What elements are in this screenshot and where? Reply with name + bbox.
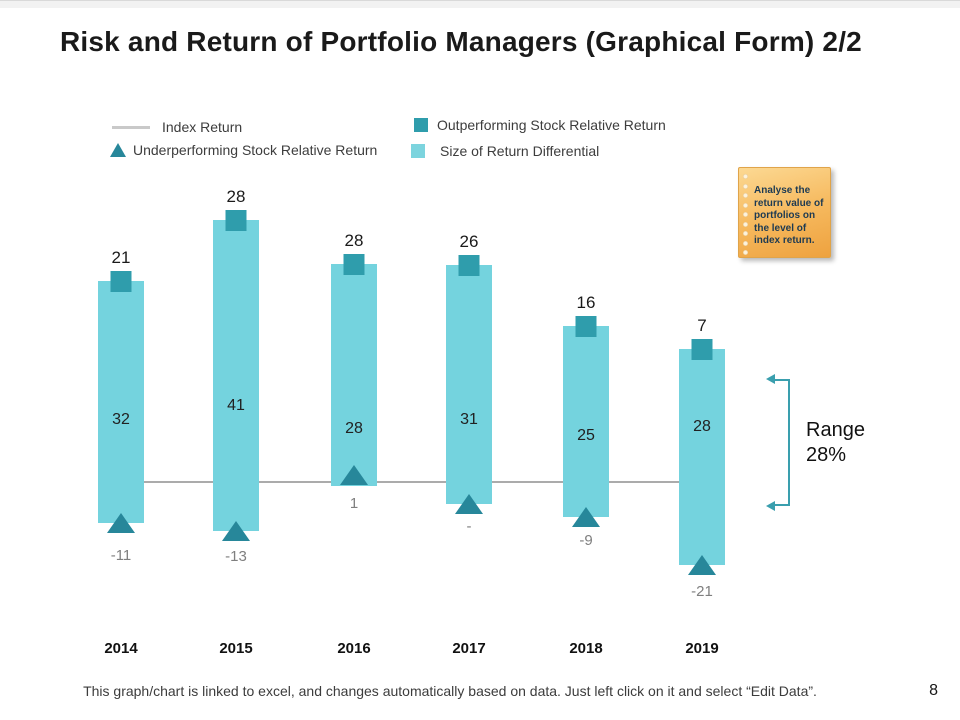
x-axis-label-2015: 2015 bbox=[219, 640, 253, 657]
range-bracket bbox=[766, 374, 790, 511]
bottom-value-label: - bbox=[466, 518, 472, 535]
top-value-label: 28 bbox=[344, 231, 364, 250]
size-value-label: 41 bbox=[227, 397, 245, 414]
outperforming-marker-icon bbox=[691, 339, 713, 360]
outperforming-square-swatch bbox=[414, 118, 428, 132]
size-value-label: 28 bbox=[693, 418, 711, 435]
underperforming-marker-icon bbox=[107, 513, 135, 533]
legend-label: Outperforming Stock Relative Return bbox=[437, 117, 666, 133]
legend-label: Index Return bbox=[162, 119, 243, 135]
x-axis-label-2018: 2018 bbox=[569, 640, 603, 657]
size-of-return-bar[interactable] bbox=[446, 265, 492, 504]
bar-group-2014: 21 32 -11 bbox=[98, 248, 144, 564]
size-of-return-bar[interactable] bbox=[679, 349, 725, 565]
legend-label: Underperforming Stock Relative Return bbox=[133, 142, 378, 158]
legend-item-underperforming: Underperforming Stock Relative Return bbox=[110, 142, 377, 158]
x-axis-label-2017: 2017 bbox=[452, 640, 486, 657]
bar-group-2016: 28 28 1 bbox=[331, 231, 377, 512]
bottom-value-label: -9 bbox=[579, 532, 593, 549]
bottom-value-label: -13 bbox=[225, 548, 247, 565]
size-value-label: 31 bbox=[460, 411, 478, 428]
top-value-label: 21 bbox=[111, 248, 131, 267]
outperforming-marker-icon bbox=[110, 271, 132, 292]
legend-item-index-return: Index Return bbox=[112, 119, 242, 135]
bar-group-2015: 28 41 -13 bbox=[213, 187, 259, 565]
legend-item-outperforming: Outperforming Stock Relative Return bbox=[414, 117, 666, 133]
top-value-label: 26 bbox=[459, 232, 479, 251]
legend-item-size-differential: Size of Return Differential bbox=[411, 143, 599, 159]
underperforming-marker-icon bbox=[222, 521, 250, 541]
sticky-note-text: Analyse the return value of portfolios o… bbox=[754, 185, 824, 247]
top-value-label: 28 bbox=[226, 187, 246, 206]
bottom-value-label: -11 bbox=[110, 547, 132, 564]
index-return-line-swatch bbox=[112, 125, 150, 129]
size-value-label: 25 bbox=[577, 427, 595, 444]
page-number: 8 bbox=[929, 682, 938, 699]
arrow-left-icon bbox=[766, 501, 775, 511]
size-of-return-bar[interactable] bbox=[563, 326, 609, 517]
index-return-baseline bbox=[119, 481, 708, 483]
x-axis-label-2016: 2016 bbox=[337, 640, 371, 657]
underperforming-marker-icon bbox=[688, 555, 716, 575]
underperforming-triangle-swatch bbox=[110, 143, 126, 157]
x-axis-label-2014: 2014 bbox=[104, 640, 138, 657]
size-of-return-bar[interactable] bbox=[331, 264, 377, 486]
size-value-label: 32 bbox=[112, 411, 130, 428]
outperforming-marker-icon bbox=[225, 210, 247, 231]
top-strip bbox=[0, 0, 960, 8]
bar-group-2018: 16 25 -9 bbox=[563, 293, 609, 549]
chart-object[interactable]: 21 32 -11 28 41 -13 28 28 1 26 bbox=[0, 170, 960, 670]
underperforming-marker-icon bbox=[572, 507, 600, 527]
outperforming-marker-icon bbox=[575, 316, 597, 337]
top-value-label: 16 bbox=[576, 293, 596, 312]
size-of-return-bar[interactable] bbox=[213, 220, 259, 531]
bottom-value-label: 1 bbox=[349, 495, 359, 512]
page-title: Risk and Return of Portfolio Managers (G… bbox=[60, 26, 862, 57]
note-binding-dots-icon bbox=[743, 174, 748, 255]
size-of-return-bar[interactable] bbox=[98, 281, 144, 523]
x-axis-label-2019: 2019 bbox=[685, 640, 719, 657]
bottom-value-label: -21 bbox=[691, 583, 713, 600]
top-value-label: 7 bbox=[697, 316, 707, 335]
outperforming-marker-icon bbox=[458, 255, 480, 276]
size-differential-square-swatch bbox=[411, 144, 425, 158]
underperforming-marker-icon bbox=[455, 494, 483, 514]
arrow-left-icon bbox=[766, 374, 775, 384]
outperforming-marker-icon bbox=[343, 254, 365, 275]
size-value-label: 28 bbox=[345, 420, 363, 437]
sticky-note: Analyse the return value of portfolios o… bbox=[738, 167, 831, 258]
footer-note: This graph/chart is linked to excel, and… bbox=[83, 683, 817, 699]
range-label: Range 28% bbox=[806, 419, 865, 466]
legend-label: Size of Return Differential bbox=[440, 143, 600, 159]
bar-group-2019: 7 28 -21 bbox=[679, 316, 725, 600]
underperforming-marker-icon bbox=[340, 465, 368, 485]
bar-group-2017: 26 31 - bbox=[446, 232, 492, 535]
